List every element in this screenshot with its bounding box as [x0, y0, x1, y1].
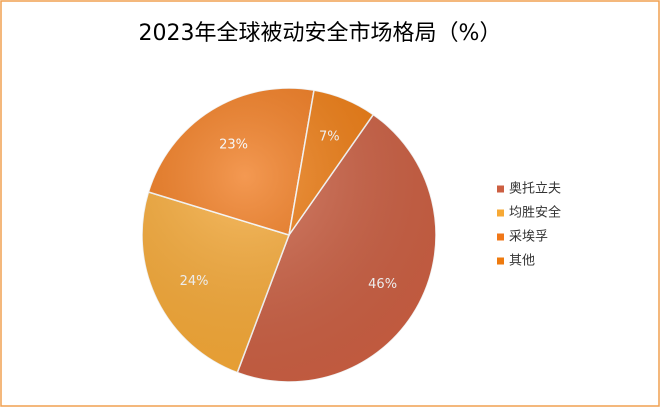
legend-marker — [497, 257, 504, 265]
legend-marker — [497, 209, 504, 217]
pie: 46% 24% 23% 7% — [141, 87, 437, 383]
data-label: 24% — [180, 274, 209, 289]
legend-marker — [497, 233, 504, 241]
data-label: 7% — [319, 130, 340, 145]
legend-label: 采埃孚 — [509, 230, 548, 245]
data-label: 46% — [368, 277, 397, 292]
legend-label: 均胜安全 — [509, 205, 561, 221]
legend-label: 其他 — [509, 254, 535, 269]
legend-marker — [497, 185, 504, 193]
legend-label: 奥托立夫 — [509, 182, 561, 197]
data-label: 23% — [219, 137, 248, 152]
chart-title: 2023年全球被动安全市场格局（%） — [139, 21, 502, 46]
